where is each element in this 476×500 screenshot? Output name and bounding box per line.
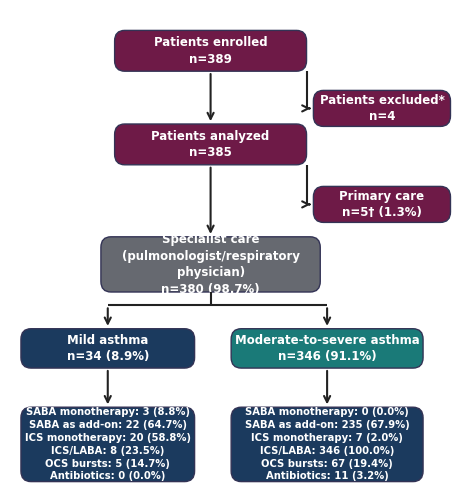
FancyBboxPatch shape: [115, 30, 307, 71]
Text: SABA monotherapy: 3 (8.8%)
SABA as add-on: 22 (64.7%)
ICS monotherapy: 20 (58.8%: SABA monotherapy: 3 (8.8%) SABA as add-o…: [25, 408, 191, 482]
Text: Patients excluded*
n=4: Patients excluded* n=4: [319, 94, 445, 123]
Text: Primary care
n=5† (1.3%): Primary care n=5† (1.3%): [339, 190, 425, 219]
Text: Patients analyzed
n=385: Patients analyzed n=385: [151, 130, 270, 159]
FancyBboxPatch shape: [231, 328, 423, 368]
FancyBboxPatch shape: [115, 124, 307, 165]
Text: Moderate-to-severe asthma
n=346 (91.1%): Moderate-to-severe asthma n=346 (91.1%): [235, 334, 419, 363]
FancyBboxPatch shape: [101, 237, 320, 292]
FancyBboxPatch shape: [21, 407, 195, 482]
Text: Specialist care
(pulmonologist/respiratory
physician)
n=380 (98.7%): Specialist care (pulmonologist/respirato…: [121, 233, 299, 296]
FancyBboxPatch shape: [231, 407, 423, 482]
Text: Patients enrolled
n=389: Patients enrolled n=389: [154, 36, 268, 66]
FancyBboxPatch shape: [21, 328, 195, 368]
FancyBboxPatch shape: [313, 90, 450, 126]
Text: SABA monotherapy: 0 (0.0%)
SABA as add-on: 235 (67.9%)
ICS monotherapy: 7 (2.0%): SABA monotherapy: 0 (0.0%) SABA as add-o…: [245, 408, 409, 482]
Text: Mild asthma
n=34 (8.9%): Mild asthma n=34 (8.9%): [67, 334, 149, 363]
FancyBboxPatch shape: [313, 186, 450, 222]
